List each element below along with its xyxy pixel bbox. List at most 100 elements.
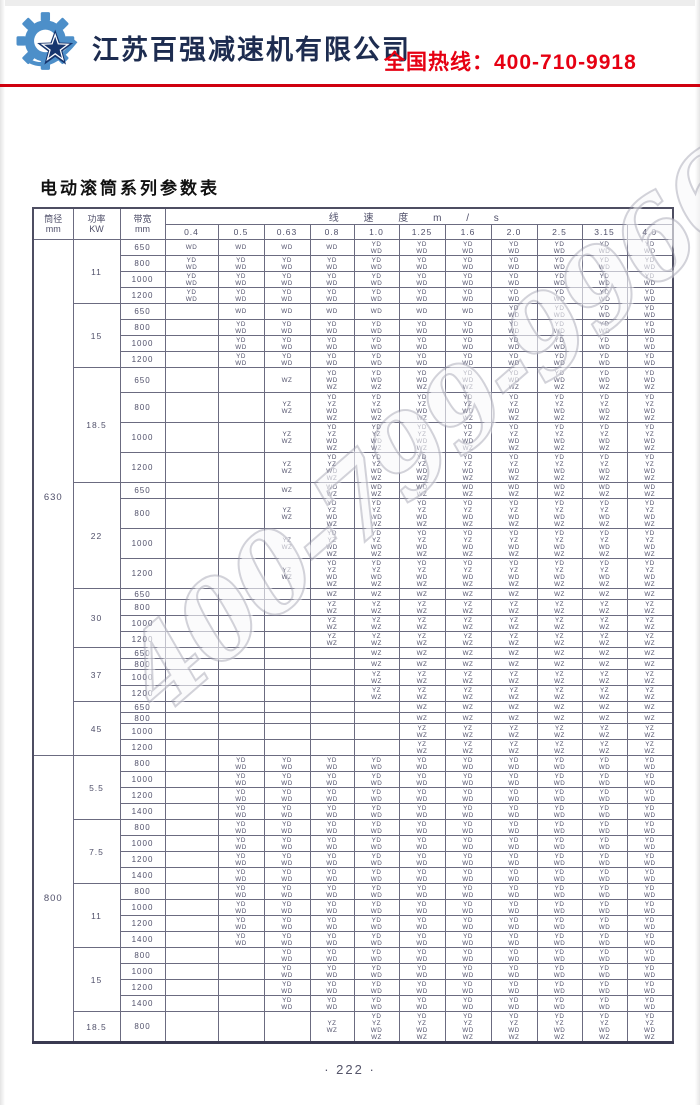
- model-code-cell: YD YZ WD WZ: [309, 498, 355, 529]
- model-code-cell: YD YZ WD WZ: [353, 422, 400, 453]
- column-header: 筒径 mm: [32, 207, 74, 240]
- model-code-cell: WZ: [398, 712, 446, 724]
- header-row: 筒径 mm 功率 KW 带宽 mm 线 速 度 m / s: [32, 207, 674, 240]
- model-code-cell: YD WD: [398, 915, 446, 932]
- table-row: 1200 YZ WZ YZ WZ YZ WZ YZ WZ YZ WZ YZ WZ: [33, 739, 674, 756]
- model-code-cell: WZ: [444, 647, 492, 659]
- model-code-cell: YD WD: [490, 351, 538, 368]
- belt-width-cell: 800: [119, 319, 166, 336]
- table-row: 1400 YD WD YD WD YD WD YD WD YD WD YD WD YD WD YD WD YD WD…: [33, 931, 674, 948]
- model-code-cell: YD YZ WD WZ: [490, 1011, 538, 1043]
- page-number: · 222 ·: [324, 1062, 376, 1077]
- model-code-cell: YZ WZ: [444, 615, 492, 632]
- model-code-cell: [164, 915, 219, 932]
- model-code-cell: YZ WZ: [536, 723, 583, 740]
- speed-column-header: 3.15: [581, 224, 628, 240]
- model-code-cell: WZ: [444, 701, 492, 713]
- model-code-cell: YD WD: [309, 899, 355, 916]
- model-code-cell: YD YZ WD WZ: [444, 1011, 492, 1043]
- model-code-cell: YD WD: [581, 947, 628, 964]
- model-code-cell: YD WD: [490, 255, 538, 272]
- model-code-cell: [164, 771, 219, 788]
- belt-width-cell: 800: [119, 498, 166, 529]
- model-code-cell: WD: [217, 239, 265, 256]
- model-code-cell: YD WD: [444, 239, 492, 256]
- speed-band-header: 线 速 度 m / s: [164, 207, 674, 225]
- model-code-cell: YD WD: [263, 899, 311, 916]
- table-row: 1200 YD WD YD WD YD WD YD WD YD WD YD WD YD WD YD WD YD WD…: [33, 787, 674, 804]
- model-code-cell: YZ WZ: [581, 669, 628, 686]
- belt-width-cell: 1200: [119, 787, 166, 804]
- model-code-cell: YD YZ WD WZ: [490, 392, 538, 423]
- model-code-cell: YD YZ WD WZ: [536, 452, 583, 483]
- model-code-cell: YD YZ WD WZ: [490, 452, 538, 483]
- model-code-cell: YZ WZ: [263, 498, 311, 529]
- model-code-cell: YD WD: [263, 995, 311, 1012]
- model-code-cell: [164, 803, 219, 820]
- speed-column-header: 0.63: [263, 224, 311, 240]
- model-code-cell: [263, 723, 311, 740]
- belt-width-cell: 800: [119, 712, 166, 724]
- model-code-cell: YZ WZ: [398, 739, 446, 756]
- table-row: 800 5.5 800 YD WD YD WD YD WD YD WD YD WD YD WD YD WD YD W…: [32, 755, 674, 1043]
- model-code-cell: YD WD: [217, 351, 265, 368]
- power-cell: 18.5: [72, 367, 121, 483]
- model-code-cell: YD WD: [398, 979, 446, 996]
- model-code-cell: YD WD: [217, 835, 265, 852]
- model-code-cell: YD WD: [263, 947, 311, 964]
- model-code-cell: YZ WZ: [398, 615, 446, 632]
- model-code-cell: YD WD: [309, 963, 355, 980]
- table-row: 1000 YD WD YD WD YD WD YD WD YD WD YD WD YD WD YD WD YD WD…: [33, 899, 674, 916]
- model-code-cell: [309, 739, 355, 756]
- model-code-cell: YD WD WZ: [536, 367, 583, 393]
- model-code-cell: YD WD: [263, 271, 311, 288]
- belt-width-cell: 800: [119, 658, 166, 670]
- model-code-cell: YD WD: [536, 255, 583, 272]
- model-code-cell: YZ WZ: [536, 685, 583, 702]
- model-code-cell: [164, 947, 219, 964]
- table-row: 1000 YD WD YD WD YD WD YD WD YD WD YD WD YD WD YD WD YD WD…: [33, 771, 674, 788]
- belt-width-cell: 1000: [119, 669, 166, 686]
- model-code-cell: YD WD: [353, 947, 400, 964]
- model-code-cell: YD YZ WD WZ: [309, 422, 355, 453]
- model-code-cell: YZ WZ: [263, 392, 311, 423]
- model-code-cell: YZ WZ: [353, 669, 400, 686]
- model-code-cell: YD WD: [263, 335, 311, 352]
- model-code-cell: [217, 658, 265, 670]
- table-row: 11 800 YD WD YD WD YD WD YD WD YD WD YD WD YD WD YD WD YD W…: [33, 883, 674, 948]
- model-code-cell: YD WD: [581, 303, 628, 320]
- model-code-cell: [164, 528, 219, 559]
- model-code-cell: YZ WZ: [353, 615, 400, 632]
- model-code-cell: YD YZ WD WZ: [581, 1011, 628, 1043]
- belt-width-cell: 1000: [119, 771, 166, 788]
- model-code-cell: WZ: [444, 712, 492, 724]
- model-code-cell: YD YZ WD WZ: [581, 422, 628, 453]
- model-code-cell: YD YZ WD WZ: [309, 452, 355, 483]
- speed-column-header: 1.6: [444, 224, 492, 240]
- model-code-cell: YD WD: [444, 963, 492, 980]
- belt-width-cell: 1200: [119, 979, 166, 996]
- belt-width-cell: 1200: [119, 287, 166, 304]
- power-cell: 11: [72, 239, 121, 304]
- model-code-cell: WD WZ: [398, 482, 446, 499]
- model-code-cell: YD WD: [536, 335, 583, 352]
- model-code-cell: [164, 658, 219, 670]
- model-code-cell: YZ WZ: [626, 669, 674, 686]
- model-code-cell: YD YZ WD WZ: [398, 558, 446, 589]
- model-code-cell: YD WD: [217, 271, 265, 288]
- table-row: 22 650 WZ WD WZ WD WZ WD WZ WD WZ WD WZ WD WZ WD WZ WD WZ: [33, 482, 674, 589]
- model-code-cell: YD WD: [263, 787, 311, 804]
- model-code-cell: YD YZ WD WZ: [353, 498, 400, 529]
- table-row: 1200 YD WD YD WD YD WD YD WD YD WD YD WD YD WD YD WD YD WD…: [33, 915, 674, 932]
- model-code-cell: YD WD: [444, 755, 492, 772]
- model-code-cell: YD WD: [398, 931, 446, 948]
- model-code-cell: WD: [444, 303, 492, 320]
- power-cell: 22: [72, 482, 121, 589]
- model-code-cell: YZ WZ: [490, 631, 538, 648]
- model-code-cell: YD WD: [263, 979, 311, 996]
- model-code-cell: YD YZ WD WZ: [626, 1011, 674, 1043]
- model-code-cell: [217, 712, 265, 724]
- model-code-cell: YZ WZ: [263, 452, 311, 483]
- table-row: 800 YZ WZ YD YZ WD WZ YD YZ WD WZ YD YZ WD WZ YD YZ WD WZ Y…: [33, 498, 674, 529]
- model-code-cell: WZ: [353, 588, 400, 600]
